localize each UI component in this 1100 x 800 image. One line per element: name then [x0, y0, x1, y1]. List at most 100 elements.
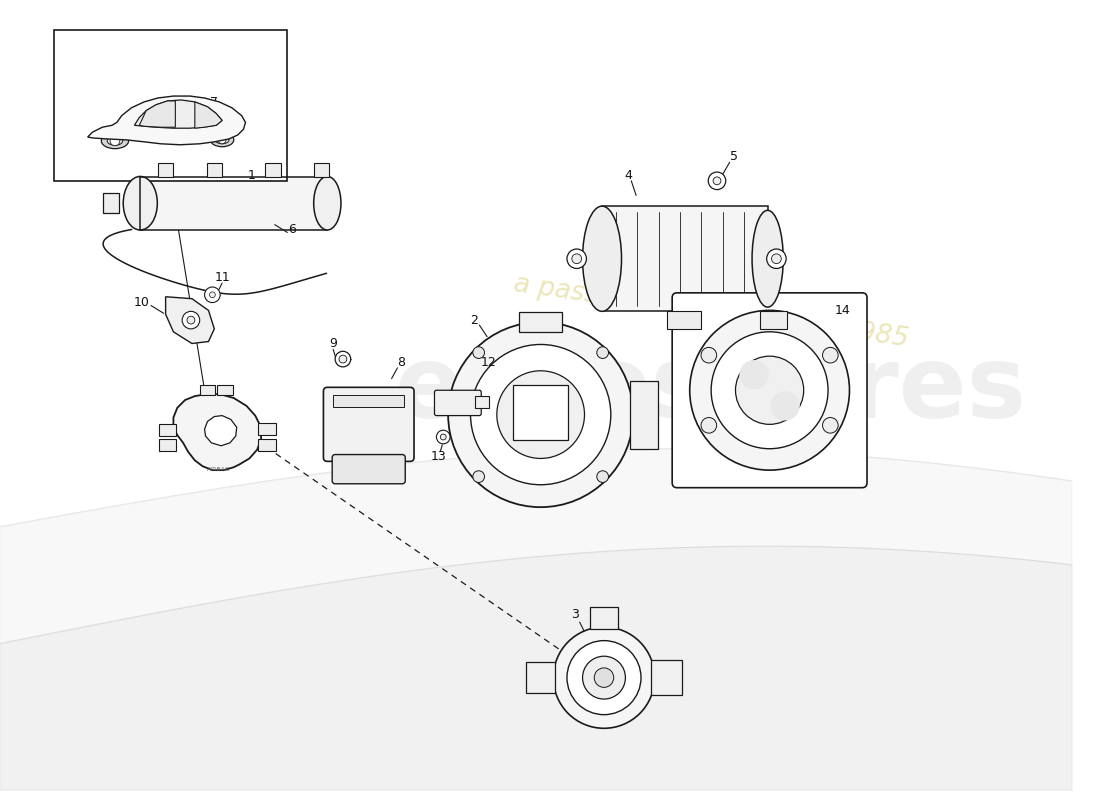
Text: 6: 6 [288, 223, 296, 236]
Bar [141, 177, 328, 230]
Circle shape [767, 249, 786, 269]
FancyBboxPatch shape [434, 390, 481, 415]
Circle shape [597, 470, 608, 482]
Circle shape [597, 346, 608, 358]
Circle shape [713, 177, 721, 185]
FancyBboxPatch shape [332, 454, 405, 484]
Ellipse shape [101, 133, 129, 149]
Circle shape [473, 470, 484, 482]
Bar [258, 439, 276, 450]
Circle shape [473, 346, 484, 358]
Text: eurospares: eurospares [395, 342, 1027, 438]
Text: 4: 4 [625, 170, 632, 182]
Circle shape [708, 172, 726, 190]
Circle shape [583, 656, 626, 699]
Circle shape [701, 418, 716, 433]
Circle shape [566, 641, 641, 714]
Circle shape [187, 316, 195, 324]
Ellipse shape [107, 137, 123, 146]
Text: 1: 1 [248, 170, 255, 182]
Circle shape [199, 121, 217, 138]
Bar [630, 381, 658, 449]
Circle shape [318, 166, 326, 174]
Text: AIRBAG: AIRBAG [208, 466, 231, 472]
Circle shape [736, 356, 804, 424]
Bar [314, 163, 329, 177]
Ellipse shape [314, 177, 341, 230]
Circle shape [205, 287, 220, 302]
Text: 10: 10 [133, 296, 150, 309]
Circle shape [210, 166, 218, 174]
Circle shape [440, 434, 447, 440]
Ellipse shape [210, 133, 234, 146]
Ellipse shape [583, 206, 621, 311]
Circle shape [771, 254, 781, 264]
Bar [157, 163, 174, 177]
Text: 11: 11 [214, 270, 230, 284]
Text: a passion for parts since 1985: a passion for parts since 1985 [513, 272, 910, 353]
Bar [475, 396, 490, 408]
Circle shape [437, 430, 450, 444]
Text: 5: 5 [729, 150, 738, 163]
Polygon shape [88, 96, 245, 145]
Circle shape [218, 136, 226, 144]
Circle shape [471, 345, 611, 485]
Bar [158, 439, 176, 450]
Circle shape [711, 332, 828, 449]
Bar [333, 395, 405, 407]
Text: 2: 2 [471, 314, 478, 326]
Circle shape [594, 668, 614, 687]
Bar [258, 423, 276, 435]
Bar [519, 312, 562, 332]
Circle shape [339, 355, 346, 363]
Bar [591, 607, 617, 629]
Ellipse shape [752, 210, 783, 307]
Circle shape [823, 347, 838, 363]
Bar [526, 662, 556, 694]
Bar [217, 386, 233, 395]
Text: 14: 14 [835, 304, 850, 317]
Polygon shape [174, 394, 261, 470]
Bar [158, 424, 176, 436]
Bar [265, 163, 280, 177]
Circle shape [701, 347, 716, 363]
Circle shape [566, 249, 586, 269]
Circle shape [336, 351, 351, 367]
Text: 12: 12 [481, 357, 497, 370]
Text: 13: 13 [430, 450, 447, 463]
Text: 8: 8 [397, 357, 406, 370]
Circle shape [497, 370, 584, 458]
Circle shape [823, 418, 838, 433]
Circle shape [209, 292, 216, 298]
Circle shape [268, 166, 277, 174]
Bar [651, 660, 682, 695]
Ellipse shape [123, 177, 157, 230]
Circle shape [448, 322, 634, 507]
Circle shape [183, 311, 200, 329]
Polygon shape [140, 101, 175, 127]
Ellipse shape [216, 136, 229, 144]
Polygon shape [166, 297, 214, 343]
Bar [760, 311, 788, 329]
Circle shape [553, 627, 654, 728]
Bar [207, 163, 222, 177]
Bar [602, 206, 768, 311]
Polygon shape [205, 415, 236, 446]
Circle shape [204, 126, 211, 133]
Circle shape [110, 136, 120, 146]
Bar [54, 30, 287, 181]
Polygon shape [195, 102, 222, 128]
Circle shape [572, 254, 582, 264]
Bar [200, 386, 216, 395]
Bar [668, 311, 702, 329]
Bar [103, 194, 119, 213]
Bar [141, 177, 328, 230]
Bar [514, 386, 568, 440]
Ellipse shape [739, 360, 769, 390]
Text: 7: 7 [210, 96, 218, 110]
Circle shape [690, 310, 849, 470]
Text: 9: 9 [329, 337, 337, 350]
Ellipse shape [771, 391, 800, 421]
FancyBboxPatch shape [323, 387, 414, 462]
Polygon shape [134, 100, 222, 128]
